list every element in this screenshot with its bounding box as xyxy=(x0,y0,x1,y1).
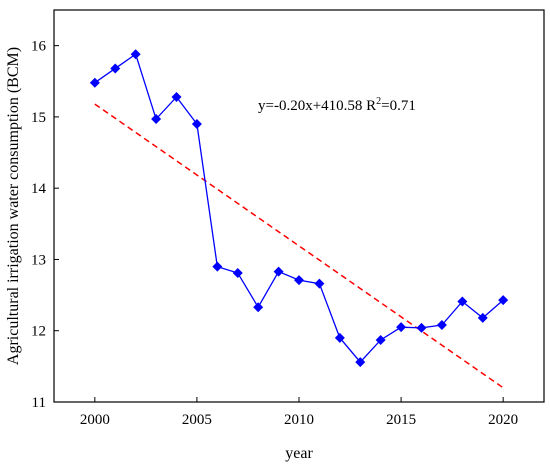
data-points xyxy=(89,49,509,368)
plot-frame xyxy=(53,9,545,403)
data-point xyxy=(334,332,345,343)
y-tick-label: 14 xyxy=(31,181,47,197)
data-point xyxy=(396,322,407,333)
data-point xyxy=(294,275,304,286)
data-point xyxy=(436,320,447,331)
x-tick-label: 2010 xyxy=(284,412,314,428)
data-point xyxy=(151,114,162,125)
x-tick-label: 2020 xyxy=(488,412,518,428)
x-tick-label: 2015 xyxy=(386,412,416,428)
data-point xyxy=(171,91,182,102)
regression-annotation: y=-0.20x+410.58 R2=0.71 xyxy=(258,96,416,114)
y-tick-label: 15 xyxy=(31,110,46,126)
y-tick-label: 12 xyxy=(31,324,46,340)
x-tick-label: 2005 xyxy=(182,412,212,428)
x-axis-title: year xyxy=(285,445,313,462)
data-point xyxy=(375,334,386,345)
data-point xyxy=(232,267,243,278)
data-point xyxy=(212,261,223,272)
data-point xyxy=(355,357,366,368)
x-tick-label: 2000 xyxy=(80,412,110,428)
data-point xyxy=(477,312,488,323)
y-axis-title: Agricultural irrigation water consumptio… xyxy=(5,47,22,365)
data-point xyxy=(130,49,141,60)
data-point xyxy=(416,322,427,333)
axis-ticks xyxy=(54,45,504,403)
y-tick-label: 13 xyxy=(31,252,46,268)
trendline xyxy=(94,103,504,389)
data-point xyxy=(89,77,100,88)
tick-labels: 2000 2005 2010 2015 2020 11 12 13 14 15 16 xyxy=(31,39,518,428)
data-point xyxy=(273,266,284,277)
data-point xyxy=(110,63,121,74)
data-point xyxy=(498,295,509,306)
y-tick-label: 16 xyxy=(31,39,47,55)
data-point xyxy=(314,278,325,289)
data-point xyxy=(253,302,264,313)
y-tick-label: 11 xyxy=(32,395,46,411)
data-point xyxy=(191,119,202,130)
data-point xyxy=(457,296,468,307)
